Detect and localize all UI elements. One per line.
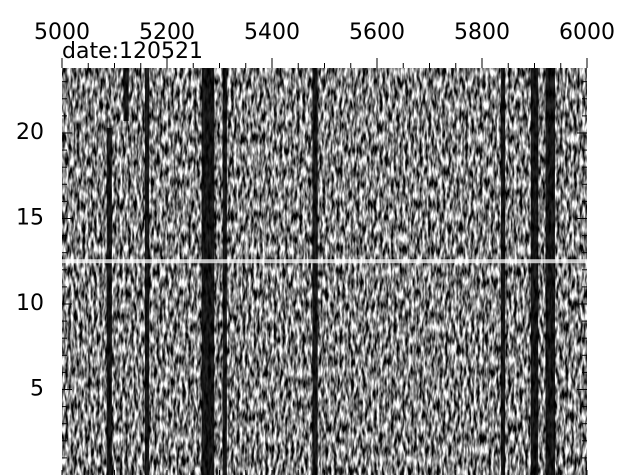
- x-tick-label: 5600: [349, 20, 405, 45]
- y-tick-label: 20: [16, 120, 44, 145]
- y-tick-label: 15: [16, 205, 44, 230]
- dark-band: [123, 68, 129, 122]
- dark-band: [312, 68, 318, 475]
- bright-row: [62, 259, 587, 264]
- dark-band: [530, 68, 539, 475]
- spectrum-noise: [62, 68, 587, 475]
- y-tick-label: 5: [30, 376, 44, 401]
- dark-band: [201, 68, 215, 475]
- y-tick-label: 10: [16, 291, 44, 316]
- x-tick-label: 6000: [559, 20, 615, 45]
- x-tick-label: 5800: [454, 20, 510, 45]
- x-tick-label: 5200: [139, 20, 195, 45]
- chart-title: date:120521: [62, 39, 203, 64]
- dark-band: [222, 68, 227, 475]
- x-tick-label: 5000: [34, 20, 90, 45]
- dark-band: [106, 127, 112, 475]
- dark-band: [500, 68, 506, 475]
- dark-band: [545, 68, 555, 475]
- x-tick-label: 5400: [244, 20, 300, 45]
- dark-band: [144, 68, 150, 475]
